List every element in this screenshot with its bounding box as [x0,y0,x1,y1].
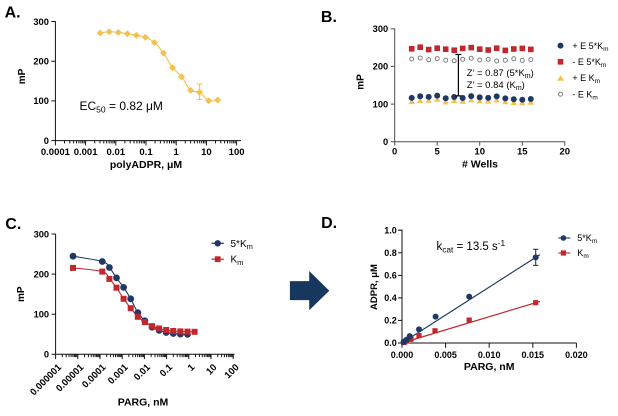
svg-text:5*Km: 5*Km [231,239,253,251]
svg-text:0: 0 [383,137,388,147]
svg-text:100: 100 [373,99,389,109]
svg-text:100: 100 [229,147,245,158]
svg-text:Z’ = 0.87 (5*Km): Z’ = 0.87 (5*Km) [467,68,534,80]
svg-text:10: 10 [474,147,485,158]
svg-text:0.01: 0.01 [107,147,126,158]
svg-text:200: 200 [373,62,389,72]
svg-text:0: 0 [392,147,397,158]
svg-text:100: 100 [33,96,49,106]
svg-text:300: 300 [34,229,50,239]
svg-text:1.0: 1.0 [384,225,397,235]
svg-text:5: 5 [435,147,441,158]
svg-text:B.: B. [321,9,337,26]
svg-text:0.010: 0.010 [478,350,501,360]
svg-text:A.: A. [5,5,21,22]
svg-text:ADPR, μM: ADPR, μM [369,264,380,310]
svg-text:0.005: 0.005 [434,350,457,360]
svg-text:0.2: 0.2 [384,316,397,326]
svg-text:0.015: 0.015 [522,350,545,360]
svg-text:300: 300 [33,17,49,27]
svg-text:0.1: 0.1 [139,147,153,158]
svg-text:0: 0 [44,350,49,360]
svg-text:100: 100 [34,310,50,320]
svg-text:Km: Km [231,255,244,267]
svg-text:+ E Km: + E Km [572,73,600,85]
svg-text:- E Km: - E Km [572,89,597,101]
svg-text:0.8: 0.8 [384,248,397,258]
svg-text:kcat = 13.5 s-1: kcat = 13.5 s-1 [437,238,506,255]
svg-text:300: 300 [373,24,389,34]
svg-text:1: 1 [174,147,180,158]
svg-text:200: 200 [34,269,50,279]
svg-text:# Wells: # Wells [462,158,498,170]
svg-text:0: 0 [44,136,49,146]
svg-text:mP: mP [16,286,27,302]
svg-text:PARG, nM: PARG, nM [464,361,515,373]
svg-text:Km: Km [577,248,588,260]
svg-text:EC50 = 0.82 μM: EC50 = 0.82 μM [80,99,163,115]
svg-text:15: 15 [517,147,528,158]
svg-text:0.001: 0.001 [74,147,98,158]
svg-text:0.6: 0.6 [384,271,397,281]
svg-text:mP: mP [17,68,28,84]
svg-text:0.0001: 0.0001 [41,147,71,158]
svg-text:10: 10 [201,147,212,158]
svg-text:200: 200 [33,57,49,67]
svg-text:C.: C. [5,216,21,233]
svg-text:- E 5*Km: - E 5*Km [572,57,606,69]
svg-text:20: 20 [560,147,571,158]
svg-text:0.0: 0.0 [384,338,397,348]
svg-text:0.000: 0.000 [391,350,414,360]
svg-text:0.020: 0.020 [565,350,588,360]
svg-text:0.4: 0.4 [384,293,397,303]
svg-text:mP: mP [356,74,367,90]
svg-text:polyADPR, μM: polyADPR, μM [110,159,183,171]
svg-text:Z’ = 0.84 (Km): Z’ = 0.84 (Km) [467,80,525,92]
svg-text:+ E 5*Km: + E 5*Km [572,41,608,53]
svg-text:D.: D. [321,215,337,232]
svg-text:PARG, nM: PARG, nM [118,397,169,409]
